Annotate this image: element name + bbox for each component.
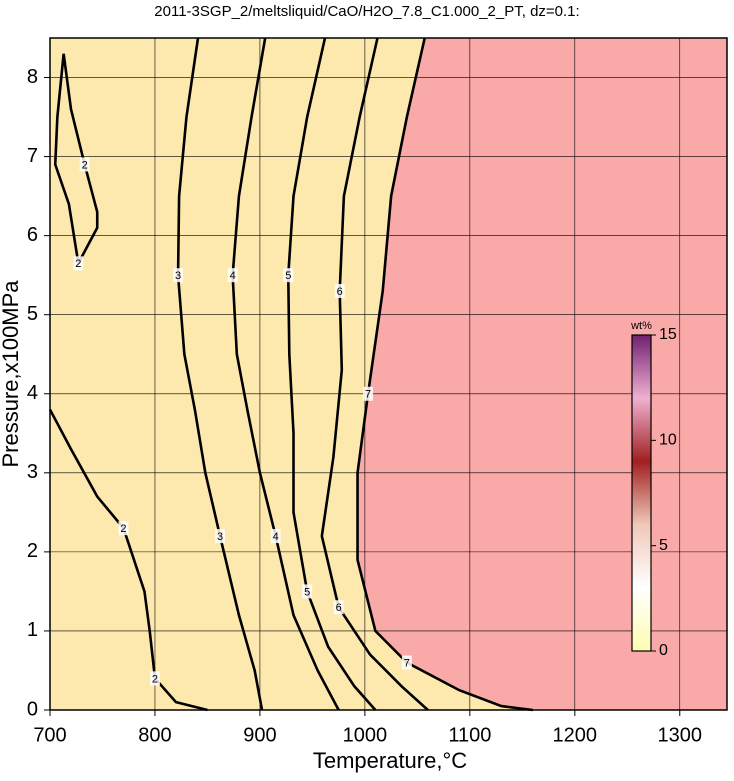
colorbar-tick-label: 5 xyxy=(659,537,668,554)
contour-line xyxy=(231,37,340,711)
contour-line xyxy=(320,37,429,711)
x-tick-label: 1100 xyxy=(448,724,491,746)
contour-label-bg xyxy=(283,268,294,283)
y-tick-label: 5 xyxy=(27,303,38,325)
contour-label-bg xyxy=(215,529,226,544)
contour-label: 6 xyxy=(337,286,343,298)
y-tick-label: 0 xyxy=(27,698,38,720)
contour-label-bg xyxy=(227,268,238,283)
x-axis-label: Temperature,°C xyxy=(313,748,467,773)
x-tick-label: 800 xyxy=(138,724,171,746)
colorbar-tick-label: 0 xyxy=(659,642,668,659)
y-axis-label: Pressure,x100MPa xyxy=(0,280,23,468)
contour-label-bg xyxy=(401,655,412,670)
contour-label-bg xyxy=(73,256,84,271)
contour-label: 4 xyxy=(273,531,279,543)
contour-label-bg xyxy=(118,521,129,536)
y-tick-label: 8 xyxy=(27,66,38,88)
y-tick-label: 2 xyxy=(27,540,38,562)
x-tick-label: 1000 xyxy=(343,724,388,746)
colorbar-label: wt% xyxy=(630,320,652,332)
contour-label-bg xyxy=(173,268,184,283)
y-tick-label: 6 xyxy=(27,224,38,246)
contour-label-bg xyxy=(79,157,90,172)
contour-label-bg xyxy=(270,529,281,544)
y-tick-label: 7 xyxy=(27,145,38,167)
contour-line xyxy=(53,53,99,268)
contour-label: 4 xyxy=(230,270,236,282)
contour-line xyxy=(286,37,377,711)
contour-label: 7 xyxy=(404,657,410,669)
y-tick-label: 3 xyxy=(27,461,38,483)
x-tick-label: 900 xyxy=(243,724,276,746)
contour-label: 2 xyxy=(152,673,158,685)
y-tick-label: 1 xyxy=(27,619,38,641)
contour-label-bg xyxy=(333,600,344,615)
x-tick-label: 1300 xyxy=(658,724,703,746)
contour-label: 3 xyxy=(217,531,223,543)
contour-label-bg xyxy=(363,386,374,401)
contour-label: 2 xyxy=(75,258,81,270)
colorbar xyxy=(631,334,652,652)
contour-line xyxy=(48,408,208,712)
contour-label-bg xyxy=(302,584,313,599)
x-tick-label: 700 xyxy=(33,724,66,746)
contour-label: 3 xyxy=(175,270,181,282)
contour-label: 7 xyxy=(365,389,371,401)
contour-label: 6 xyxy=(336,602,342,614)
contour-label: 5 xyxy=(304,586,310,598)
contour-label: 2 xyxy=(82,159,88,171)
x-tick-label: 1200 xyxy=(553,724,598,746)
contour-label: 2 xyxy=(120,523,126,535)
colorbar-tick-label: 15 xyxy=(659,326,677,343)
colorbar-tick-label: 10 xyxy=(659,432,677,449)
plot-frame xyxy=(49,37,728,711)
chart-title: 2011-3SGP_2/meltsliquid/CaO/H2O_7.8_C1.0… xyxy=(154,3,579,20)
contour-line xyxy=(356,37,533,712)
y-tick-label: 4 xyxy=(27,382,38,404)
contour-label: 5 xyxy=(285,270,291,282)
contour-label-bg xyxy=(334,283,345,298)
contour-line xyxy=(176,37,264,711)
saturated-region xyxy=(357,38,727,710)
contour-label-bg xyxy=(149,671,160,686)
